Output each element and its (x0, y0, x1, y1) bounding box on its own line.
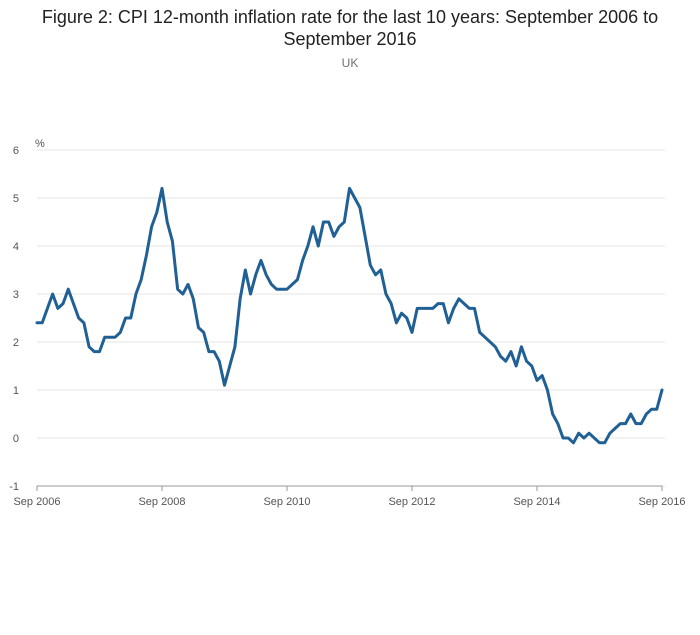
x-axis: Sep 2006 Sep 2008 Sep 2010 Sep 2012 Sep 2014… (13, 485, 686, 508)
y-tick-label: 3 (13, 289, 19, 301)
y-axis-unit-label: % (35, 138, 45, 150)
series-group (35, 186, 664, 445)
y-tick-label: 5 (13, 193, 19, 205)
x-tick-label: Sep 2006 (13, 496, 60, 508)
chart-title: Figure 2: CPI 12-month inflation rate fo… (41, 7, 659, 49)
y-tick-label: -1 (9, 481, 19, 493)
x-tick-label: Sep 2010 (263, 496, 310, 508)
y-axis-labels: -1 0 1 2 3 4 5 6 (9, 145, 19, 493)
x-tick-label: Sep 2016 (638, 496, 685, 508)
x-tick-label: Sep 2008 (138, 496, 185, 508)
chart-subtitle: UK (341, 56, 359, 70)
y-tick-label: 4 (13, 241, 19, 253)
y-tick-label: 2 (13, 337, 19, 349)
x-tick-label: Sep 2014 (513, 496, 560, 508)
x-tick-label: Sep 2012 (388, 496, 435, 508)
y-tick-label: 6 (13, 145, 19, 157)
y-tick-label: 0 (13, 433, 19, 445)
series-line-0 (35, 186, 664, 445)
y-tick-label: 1 (13, 385, 19, 397)
